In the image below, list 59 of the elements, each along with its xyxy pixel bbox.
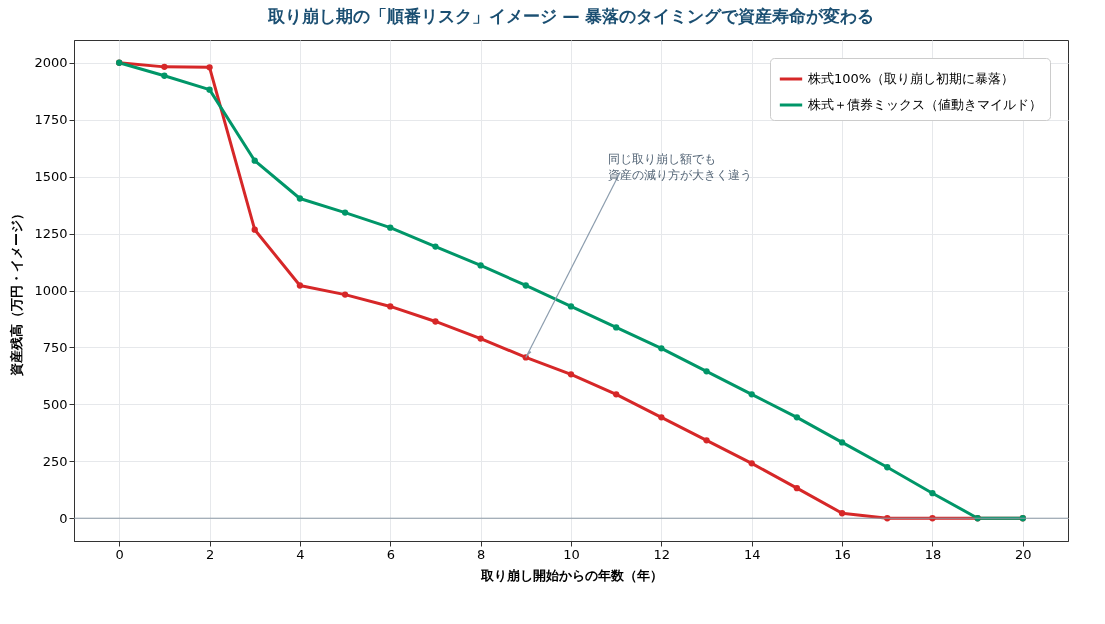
x-tick-label: 12	[653, 546, 671, 562]
y-tick-label: 1250	[34, 226, 68, 242]
point	[251, 157, 258, 164]
chart-title: 取り崩し期の「順番リスク」イメージ — 暴落のタイミングで資産寿命が変わる	[266, 6, 875, 26]
point	[251, 226, 258, 233]
x-tick-label: 4	[296, 546, 305, 562]
point	[613, 391, 620, 398]
legend-label: 株式100%（取り崩し初期に暴落）	[807, 71, 1015, 86]
x-tick-label: 16	[834, 546, 851, 562]
x-tick-label: 2	[205, 546, 215, 562]
y-tick-label: 250	[42, 453, 68, 469]
point	[432, 243, 439, 250]
y-tick-label: 1500	[34, 169, 68, 185]
point	[884, 464, 891, 471]
x-tick-label: 14	[743, 546, 761, 562]
point	[522, 282, 529, 289]
y-tick-label: 1750	[34, 112, 68, 128]
point	[387, 303, 394, 310]
point	[793, 485, 801, 492]
point	[477, 335, 484, 342]
point	[477, 262, 484, 269]
point	[703, 437, 710, 444]
point	[567, 371, 575, 378]
point	[613, 324, 620, 331]
point	[341, 209, 349, 216]
x-tick-label: 20	[1015, 546, 1032, 562]
x-tick-label: 6	[386, 546, 395, 562]
point	[206, 64, 213, 71]
point	[838, 510, 846, 517]
x-tick-label: 0	[115, 546, 124, 562]
y-tick-label: 750	[42, 339, 68, 355]
point	[658, 414, 665, 421]
point	[161, 63, 168, 71]
point	[387, 224, 394, 231]
point	[929, 490, 936, 497]
y-tick-label: 500	[42, 396, 68, 412]
x-tick-label: 8	[477, 546, 486, 562]
point	[838, 439, 846, 446]
x-tick-label: 10	[563, 546, 580, 562]
point	[703, 368, 710, 375]
point	[432, 318, 439, 325]
point	[206, 86, 213, 93]
point	[793, 414, 801, 421]
x-tick-label: 18	[924, 546, 942, 562]
y-tick-label: 0	[59, 510, 68, 526]
y-axis-title: 資産残高（万円・イメージ）	[9, 206, 25, 377]
legend-label: 株式＋債券ミックス（値動きマイルド）	[807, 97, 1042, 112]
point	[161, 72, 168, 79]
point	[658, 345, 665, 352]
point	[567, 303, 575, 310]
y-tick-label: 2000	[34, 55, 68, 71]
point	[296, 195, 304, 202]
annotation: 同じ取り崩し額でも資産の減り方が大きく違う	[608, 152, 753, 183]
x-axis-title: 取り崩し開始からの年数（年）	[479, 567, 663, 583]
point	[341, 291, 349, 298]
point	[748, 460, 755, 467]
point	[748, 391, 755, 398]
y-tick-label: 1000	[34, 283, 68, 298]
point	[296, 282, 304, 289]
